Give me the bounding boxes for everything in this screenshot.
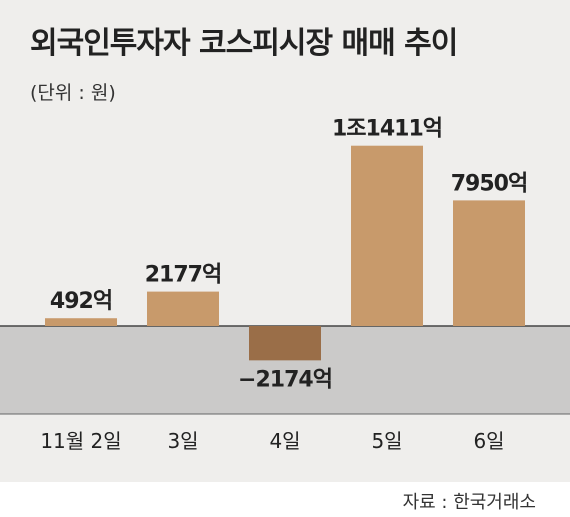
bar-2 <box>147 291 219 326</box>
bar-chart: 492억 2177억 −2174억 1조1411억 7950억 11월 2일 3일 4일 5일… <box>0 117 570 453</box>
chart-title: 외국인투자자 코스피시장 매매 추이 <box>30 26 458 61</box>
x-tick-label-1: 11월 2일 <box>40 429 121 453</box>
bar-4 <box>351 145 423 326</box>
x-tick-label-2: 3일 <box>167 429 198 453</box>
bar-3 <box>249 326 321 361</box>
value-label-4: 1조1411억 <box>332 117 442 142</box>
value-label-3: −2174억 <box>238 367 332 392</box>
x-tick-label-5: 6일 <box>473 429 504 453</box>
bar-1 <box>45 318 117 326</box>
x-tick-label-3: 4일 <box>269 429 300 453</box>
source-note: 자료 : 한국거래소 <box>402 492 536 513</box>
x-tick-label-4: 5일 <box>371 429 402 453</box>
value-label-1: 492억 <box>50 289 112 314</box>
bar-5 <box>453 200 525 326</box>
value-label-5: 7950억 <box>451 171 527 196</box>
value-label-2: 2177억 <box>145 263 221 288</box>
unit-label: (단위 : 원) <box>30 82 116 104</box>
